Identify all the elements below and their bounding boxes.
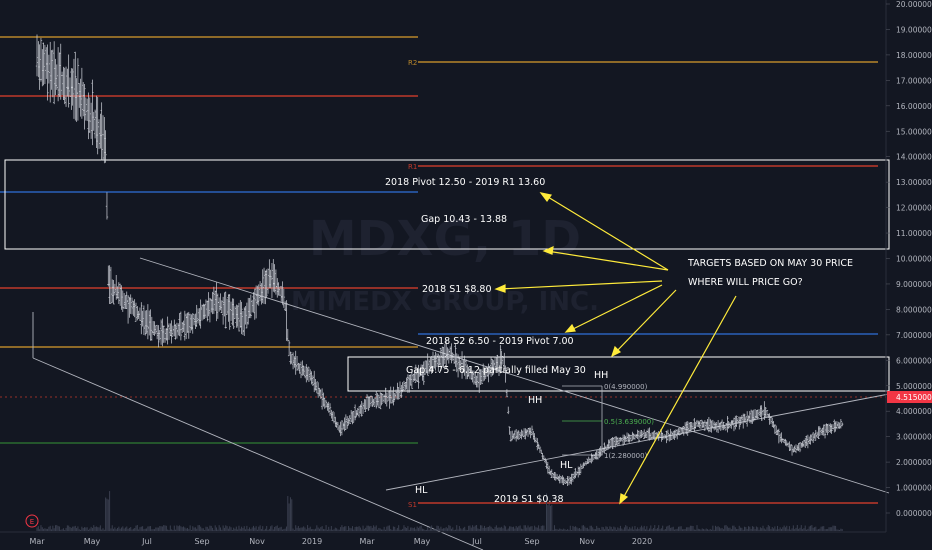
x-tick-label: May bbox=[414, 537, 431, 546]
y-tick-label: 4.000000 bbox=[896, 407, 932, 416]
volume-bars bbox=[37, 491, 842, 531]
y-tick-label: 17.000000 bbox=[896, 76, 932, 85]
fib-label-0: 0(4.990000) bbox=[604, 383, 648, 391]
x-tick-label: Nov bbox=[249, 537, 265, 546]
y-tick-label: 18.000000 bbox=[896, 51, 932, 60]
note-hh-2: HH bbox=[594, 370, 608, 381]
y-tick-label: 12.000000 bbox=[896, 204, 932, 213]
level-label-r2: R2 bbox=[408, 59, 417, 67]
x-tick-label: Nov bbox=[579, 537, 595, 546]
note-targets-2: WHERE WILL PRICE GO? bbox=[688, 277, 803, 288]
y-tick-label: 3.000000 bbox=[896, 433, 932, 442]
arrow-6-head bbox=[620, 494, 627, 503]
earnings-letter: E bbox=[30, 518, 34, 526]
price-axis[interactable]: 0.000000 1.000000 2.000000 3.000000 4.000000… bbox=[886, 0, 932, 518]
y-tick-label: 19.000000 bbox=[896, 25, 932, 34]
earnings-event-icon[interactable]: E bbox=[26, 515, 38, 527]
x-tick-label: Jul bbox=[471, 537, 482, 546]
arrow-1-head bbox=[541, 193, 551, 201]
x-tick-label: Jul bbox=[141, 537, 152, 546]
y-tick-label: 2.000000 bbox=[896, 458, 932, 467]
note-hh-1: HH bbox=[528, 395, 542, 406]
note-gap-lower: Gap 4.75 - 6.12 partially filled May 30 bbox=[406, 365, 586, 376]
note-targets-1: TARGETS BASED ON MAY 30 PRICE bbox=[687, 258, 853, 269]
channel-lower[interactable] bbox=[33, 358, 483, 550]
y-tick-label: 7.000000 bbox=[896, 331, 932, 340]
x-tick-label: May bbox=[84, 537, 101, 546]
time-axis[interactable]: Mar May Jul Sep Nov 2019 Mar May Jul Sep Nov 2020 bbox=[29, 537, 652, 546]
note-hl-1: HL bbox=[415, 485, 428, 496]
x-tick-label: Mar bbox=[29, 537, 45, 546]
y-tick-label: 5.000000 bbox=[896, 382, 932, 391]
arrow-6 bbox=[622, 296, 736, 500]
fib-label-05: 0.5(3.639000) bbox=[604, 418, 654, 426]
level-label-s1: S1 bbox=[408, 501, 417, 509]
y-tick-label: 11.000000 bbox=[896, 229, 932, 238]
x-tick-label: Sep bbox=[524, 537, 539, 546]
level-label-r1: R1 bbox=[408, 163, 417, 171]
arrow-4-head bbox=[566, 325, 575, 332]
y-tick-label: 8.000000 bbox=[896, 305, 932, 314]
y-tick-label: 9.000000 bbox=[896, 280, 932, 289]
fib-label-1: 1(2.280000) bbox=[604, 452, 648, 460]
y-tick-label: 13.000000 bbox=[896, 178, 932, 187]
last-price-text: 4.515000 bbox=[896, 393, 932, 402]
x-tick-label: Sep bbox=[194, 537, 209, 546]
y-tick-label: 0.000000 bbox=[896, 509, 932, 518]
y-tick-label: 15.000000 bbox=[896, 127, 932, 136]
arrow-5 bbox=[614, 290, 676, 354]
x-tick-label: 2020 bbox=[632, 537, 652, 546]
y-tick-label: 10.000000 bbox=[896, 255, 932, 264]
x-tick-label: 2019 bbox=[302, 537, 322, 546]
y-tick-label: 1.000000 bbox=[896, 484, 932, 493]
uptrend-line[interactable] bbox=[386, 394, 889, 490]
pivot-levels: R2 R1 S1 bbox=[0, 37, 886, 509]
note-hl-2: HL bbox=[560, 460, 573, 471]
note-s1-2019: 2019 S1 $0.38 bbox=[494, 494, 564, 505]
note-pivot-2018: 2018 Pivot 12.50 - 2019 R1 13.60 bbox=[385, 177, 545, 188]
y-tick-label: 20.000000 bbox=[896, 0, 932, 9]
note-gap-upper: Gap 10.43 - 13.88 bbox=[421, 214, 507, 225]
y-tick-label: 6.000000 bbox=[896, 356, 932, 365]
note-s2-2018: 2018 S2 6.50 - 2019 Pivot 7.00 bbox=[426, 336, 574, 347]
last-price-tag: 4.515000 bbox=[887, 391, 932, 403]
y-tick-label: 14.000000 bbox=[896, 153, 932, 162]
y-tick-label: 16.000000 bbox=[896, 102, 932, 111]
x-tick-label: Mar bbox=[359, 537, 375, 546]
note-s1-2018: 2018 S1 $8.80 bbox=[422, 284, 492, 295]
